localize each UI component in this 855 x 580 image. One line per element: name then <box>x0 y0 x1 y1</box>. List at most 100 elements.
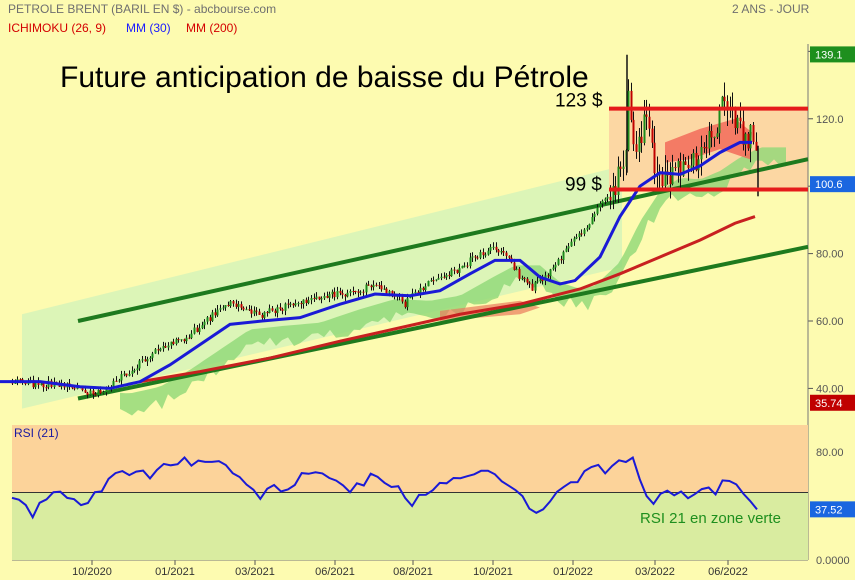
candle-body <box>414 291 417 294</box>
candle-body <box>370 285 373 288</box>
chart-period-label: 2 ANS - JOUR <box>732 2 810 16</box>
rsi-upper-zone <box>12 425 808 493</box>
candle-body <box>320 298 323 300</box>
candle-body <box>424 286 427 291</box>
candle-body <box>739 117 742 122</box>
candle-body <box>437 278 440 280</box>
channel-lower-line <box>77 244 809 401</box>
candle-body <box>341 293 344 295</box>
candle-body <box>463 265 466 267</box>
candle-body <box>261 314 264 318</box>
candle-body <box>526 278 529 283</box>
candle-body <box>489 246 492 251</box>
candle-body <box>713 136 716 138</box>
candle-body <box>755 141 758 151</box>
candle-body <box>180 339 183 341</box>
candle-body <box>619 166 622 169</box>
candle-body <box>227 305 230 307</box>
candle-body <box>206 317 209 322</box>
candle-body <box>404 301 407 308</box>
candle-body <box>515 268 518 270</box>
level-123-label: 123 $ <box>555 91 603 112</box>
candle-body <box>474 256 477 258</box>
candle-body <box>703 146 706 148</box>
candle-body <box>162 346 165 349</box>
candle-body <box>131 370 134 374</box>
indicator-ichimoku-label: ICHIMOKU (26, 9) <box>8 21 107 35</box>
candle-body <box>435 279 438 281</box>
candle-body <box>500 251 503 253</box>
candle-body <box>586 227 589 230</box>
candle-body <box>417 291 420 294</box>
candle-body <box>695 152 698 171</box>
chart-annotation: Future anticipation de baisse du Pétrole <box>60 61 589 94</box>
candle-body <box>461 265 464 269</box>
candle-body <box>42 383 45 388</box>
candle-body <box>359 291 362 293</box>
candle-body <box>487 250 490 255</box>
candle-body <box>144 359 147 362</box>
candle-body <box>105 387 108 393</box>
candle-body <box>284 303 287 311</box>
candle-body <box>661 172 664 187</box>
price-axis-label: 40.00 <box>816 383 844 395</box>
candle-body <box>513 262 516 270</box>
candle-body <box>609 196 612 201</box>
candle-body <box>232 301 235 304</box>
candle-body <box>326 296 329 298</box>
candle-body <box>45 387 48 389</box>
candle-body <box>266 312 269 314</box>
candle-body <box>34 381 37 388</box>
rsi-value-badge-label: 37.52 <box>815 504 843 516</box>
candle-body <box>97 390 100 396</box>
candle-body <box>697 159 700 171</box>
candle-body <box>716 133 719 137</box>
candle-body <box>606 196 609 199</box>
candle-body <box>164 346 167 348</box>
level-99-label: 99 $ <box>565 175 602 196</box>
candle-body <box>528 282 531 284</box>
candle-body <box>645 114 648 117</box>
candle-body <box>682 161 685 176</box>
candle-body <box>287 303 290 305</box>
candle-body <box>201 325 204 329</box>
candle-body <box>627 90 630 151</box>
candle-body <box>596 207 599 214</box>
candle-body <box>508 255 511 258</box>
candle-body <box>188 337 191 339</box>
candle-body <box>518 268 521 279</box>
candle-body <box>591 216 594 225</box>
chart-source-title: PETROLE BRENT (BARIL EN $) - abcbourse.c… <box>8 2 277 16</box>
candle-body <box>302 299 305 304</box>
candle-body <box>372 284 375 288</box>
time-axis-label: 01/2022 <box>553 566 593 578</box>
candle-body <box>118 380 121 382</box>
price-badge <box>810 394 855 411</box>
candle-body <box>450 269 453 277</box>
candle-body <box>73 388 76 390</box>
candle-body <box>549 269 552 277</box>
price-badge-label: 139.1 <box>815 49 843 61</box>
candle-body <box>175 339 178 344</box>
candle-body <box>219 308 222 310</box>
mm30-line <box>0 140 752 390</box>
rsi-axis-label: 80.00 <box>816 447 844 459</box>
time-axis-label: 10/2021 <box>473 566 513 578</box>
candle-body <box>541 279 544 281</box>
candle-body <box>357 291 360 293</box>
candle-body <box>552 267 555 270</box>
candle-body <box>258 311 261 315</box>
price-badge <box>810 176 855 193</box>
candle-body <box>336 290 339 298</box>
candle-body <box>380 285 383 290</box>
candle-body <box>601 200 604 204</box>
candle-body <box>354 291 357 293</box>
candle-body <box>575 237 578 239</box>
rsi-title: RSI (21) <box>14 426 59 440</box>
candle-body <box>318 296 321 300</box>
candle-body <box>281 309 284 311</box>
candle-body <box>292 303 295 306</box>
candle-body <box>484 254 487 256</box>
candle-body <box>671 167 674 185</box>
